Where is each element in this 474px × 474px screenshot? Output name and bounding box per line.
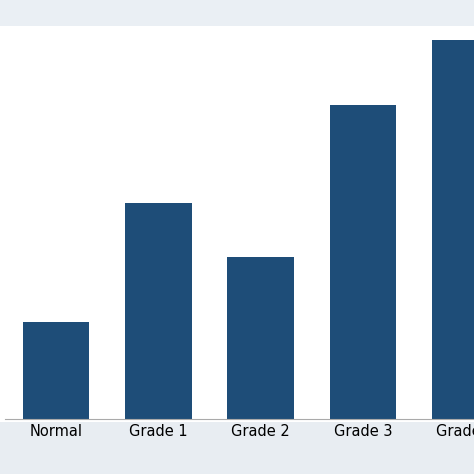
Bar (125, 203, 191, 419)
Bar (330, 105, 396, 419)
Bar (432, 40, 474, 419)
Bar (228, 257, 294, 419)
Bar (23, 322, 89, 419)
